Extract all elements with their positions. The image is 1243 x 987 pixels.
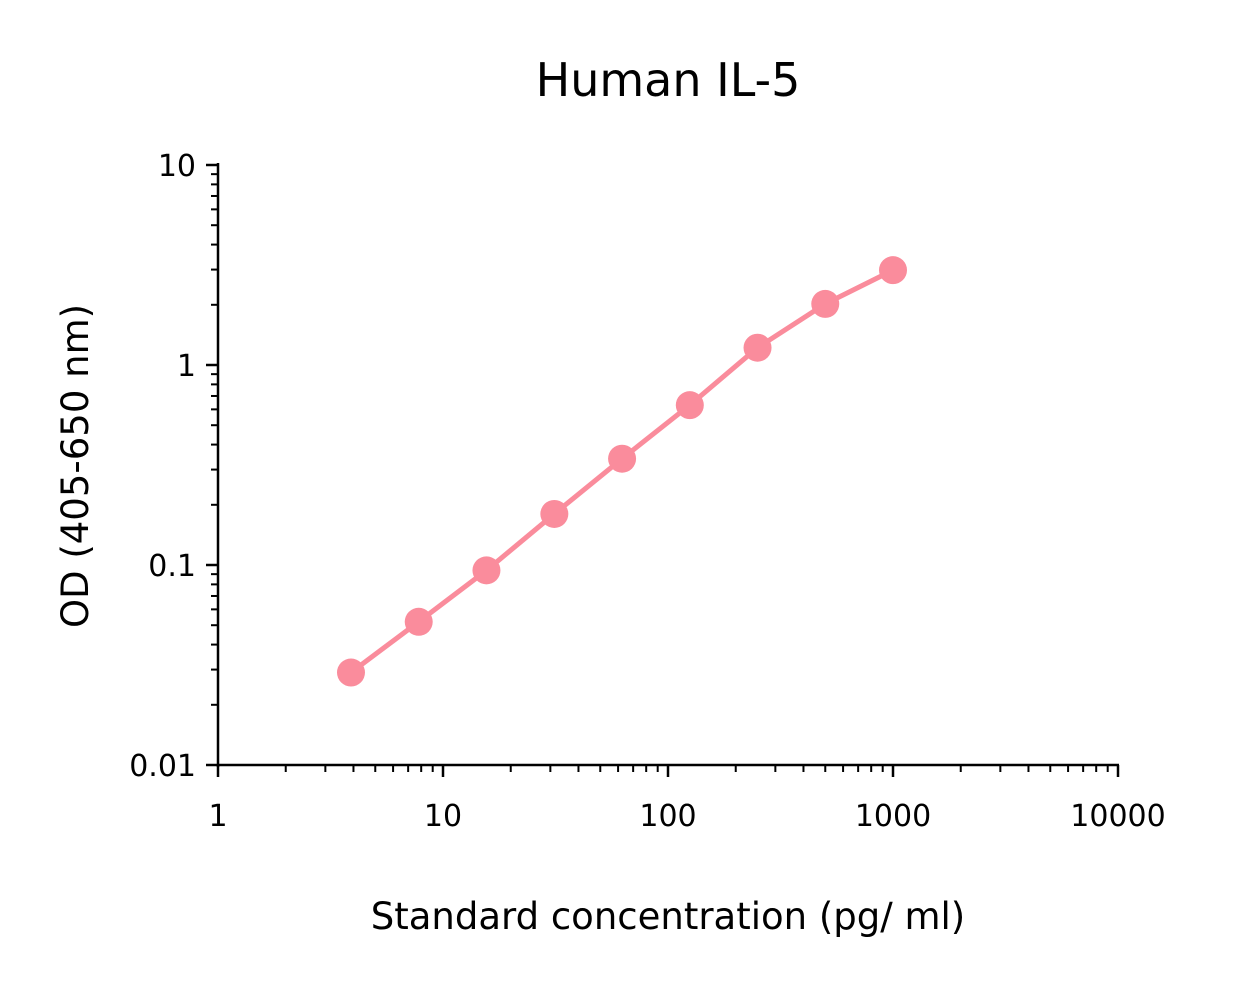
x-tick-label: 100 xyxy=(639,799,696,834)
y-axis-label: OD (405-650 nm) xyxy=(54,304,97,628)
chart-title: Human IL-5 xyxy=(536,53,801,107)
tick-labels: 1 10 100 1000 10000 0.01 0.1 1 10 xyxy=(129,149,1166,834)
y-tick-label: 0.01 xyxy=(129,749,196,784)
x-tick-label: 10000 xyxy=(1070,799,1165,834)
y-tick-label: 1 xyxy=(177,349,196,384)
data-point xyxy=(743,333,772,362)
y-tick-label: 10 xyxy=(158,149,196,184)
data-point xyxy=(608,444,637,473)
data-point xyxy=(675,391,704,420)
data-point xyxy=(404,607,433,636)
x-axis-label: Standard concentration (pg/ ml) xyxy=(371,895,966,938)
data-point xyxy=(540,499,569,528)
data-point xyxy=(472,556,501,585)
ticks xyxy=(206,163,1120,777)
x-tick-label: 1000 xyxy=(855,799,931,834)
x-tick-label: 1 xyxy=(208,799,227,834)
series xyxy=(336,256,907,687)
data-point xyxy=(879,256,907,285)
data-point xyxy=(336,658,365,687)
data-point xyxy=(811,289,840,318)
y-tick-label: 0.1 xyxy=(148,549,196,584)
x-tick-label: 10 xyxy=(424,799,462,834)
